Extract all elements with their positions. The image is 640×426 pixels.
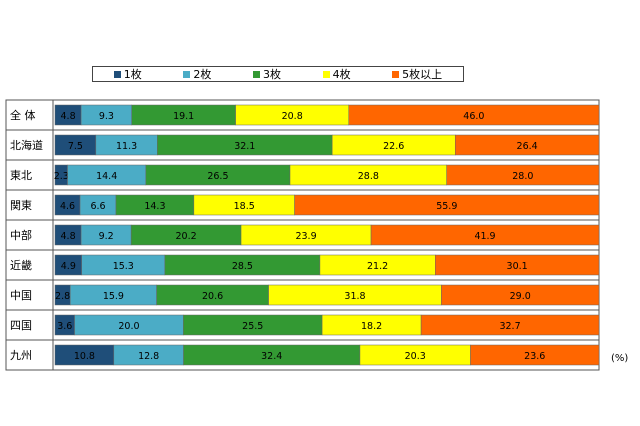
data-label: 22.6 xyxy=(383,141,404,152)
data-label: 41.9 xyxy=(474,231,495,242)
data-label: 3.6 xyxy=(57,321,72,332)
legend-item: 3枚 xyxy=(252,66,281,82)
legend-swatch xyxy=(113,70,121,78)
legend-swatch xyxy=(392,70,400,78)
data-label: 26.4 xyxy=(517,141,538,152)
category-label: 四国 xyxy=(10,319,32,332)
data-label: 14.4 xyxy=(96,171,117,182)
category-label: 関東 xyxy=(10,199,32,212)
category-label: 全 体 xyxy=(10,108,36,122)
data-label: 20.8 xyxy=(282,111,303,122)
data-label: 28.5 xyxy=(232,261,253,272)
bar-segment xyxy=(454,134,600,156)
category-label: 中国 xyxy=(10,289,32,302)
data-label: 6.6 xyxy=(90,201,105,212)
data-label: 4.8 xyxy=(61,111,76,122)
data-label: 23.6 xyxy=(524,351,545,362)
data-label: 18.5 xyxy=(234,201,255,212)
bar-segment xyxy=(470,344,600,366)
data-label: 30.1 xyxy=(507,261,528,272)
bar-segment xyxy=(446,164,600,186)
data-label: 7.5 xyxy=(68,141,83,152)
data-label: 9.2 xyxy=(99,231,114,242)
data-label: 15.3 xyxy=(113,261,134,272)
data-label: 20.3 xyxy=(405,351,426,362)
legend-swatch xyxy=(322,70,330,78)
data-label: 32.1 xyxy=(234,141,255,152)
data-label: 2.8 xyxy=(55,291,70,302)
data-label: 20.0 xyxy=(118,321,139,332)
bar-segment xyxy=(420,314,600,336)
data-label: 46.0 xyxy=(463,111,484,122)
data-label: 29.0 xyxy=(510,291,531,302)
data-label: 25.5 xyxy=(242,321,263,332)
bar-segment xyxy=(348,104,600,126)
data-label: 4.9 xyxy=(61,261,76,272)
data-label: 21.2 xyxy=(367,261,388,272)
data-label: 15.9 xyxy=(103,291,124,302)
legend-item: 1枚 xyxy=(113,66,142,82)
legend-label: 4枚 xyxy=(332,68,351,81)
unit-label: (%) xyxy=(611,353,629,364)
data-label: 14.3 xyxy=(144,201,165,212)
category-label: 中部 xyxy=(10,228,32,242)
data-label: 32.7 xyxy=(499,321,520,332)
data-label: 28.0 xyxy=(512,171,533,182)
data-label: 4.8 xyxy=(61,231,76,242)
data-label: 19.1 xyxy=(173,111,194,122)
legend-label: 1枚 xyxy=(123,68,142,81)
legend-label: 2枚 xyxy=(193,68,212,81)
legend-label: 3枚 xyxy=(262,68,281,81)
legend-label: 5枚以上 xyxy=(402,68,443,81)
data-label: 12.8 xyxy=(138,351,159,362)
data-label: 20.6 xyxy=(202,291,223,302)
category-label: 近畿 xyxy=(10,258,32,272)
data-label: 2.3 xyxy=(54,171,69,182)
legend-swatch xyxy=(252,70,260,78)
category-label: 東北 xyxy=(10,169,32,182)
legend-swatch xyxy=(183,70,191,78)
data-label: 4.6 xyxy=(60,201,75,212)
legend-item: 5枚以上 xyxy=(392,66,442,82)
bar-segment xyxy=(435,254,600,276)
category-label: 北海道 xyxy=(10,138,43,152)
data-label: 23.9 xyxy=(295,231,316,242)
data-label: 32.4 xyxy=(261,351,282,362)
legend-item: 2枚 xyxy=(183,66,211,82)
data-label: 11.3 xyxy=(116,141,137,152)
data-label: 55.9 xyxy=(436,201,457,212)
data-label: 18.2 xyxy=(361,321,382,332)
chart-legend: 1枚 2枚 3枚 4枚 5枚以上 xyxy=(92,66,464,82)
data-label: 28.8 xyxy=(358,171,379,182)
legend-item: 4枚 xyxy=(322,66,351,82)
data-label: 10.8 xyxy=(74,351,95,362)
data-label: 31.8 xyxy=(344,291,365,302)
bar-segment xyxy=(370,224,600,246)
category-label: 九州 xyxy=(10,349,32,362)
data-label: 20.2 xyxy=(176,231,197,242)
data-label: 26.5 xyxy=(207,171,228,182)
bar-segment xyxy=(441,284,600,306)
data-label: 9.3 xyxy=(99,111,114,122)
bar-segment xyxy=(294,194,600,216)
